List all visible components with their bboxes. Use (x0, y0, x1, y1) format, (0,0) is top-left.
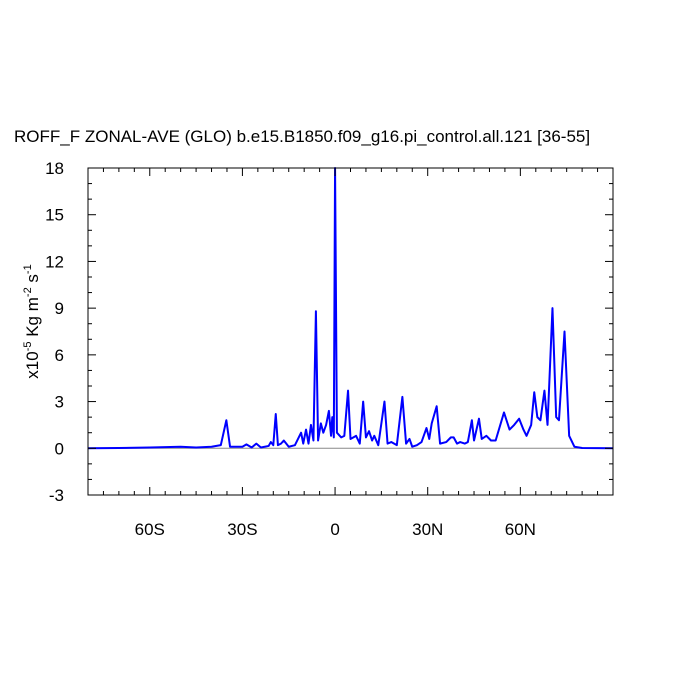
x-tick-label: 60N (505, 520, 536, 539)
y-tick-label: 6 (55, 346, 64, 365)
y-axis-label-part: -1 (22, 264, 34, 274)
data-line (87, 167, 614, 450)
y-tick-label: 9 (55, 299, 64, 318)
y-axis-label-part: s (23, 274, 42, 287)
y-axis-label-part: -2 (22, 287, 34, 297)
y-tick-label: 18 (45, 159, 64, 178)
x-tick-label: 0 (330, 520, 339, 539)
y-tick-label: 12 (45, 252, 64, 271)
plot-frame (87, 167, 614, 496)
y-tick-label: 3 (55, 393, 64, 412)
y-axis-label-part: Kg m (23, 297, 42, 341)
y-axis-label-part: -5 (22, 342, 34, 352)
y-tick-label: 0 (55, 439, 64, 458)
chart-title: ROFF_F ZONAL-AVE (GLO) b.e15.B1850.f09_g… (14, 127, 590, 146)
y-tick-label: -3 (49, 486, 64, 505)
y-tick-label: 15 (45, 206, 64, 225)
y-axis-label: x10-5 Kg m-2 s-1 (22, 264, 42, 378)
x-tick-label: 30S (227, 520, 257, 539)
x-tick-label: 60S (135, 520, 165, 539)
x-tick-label: 30N (412, 520, 443, 539)
y-axis-label-part: x10 (23, 351, 42, 378)
